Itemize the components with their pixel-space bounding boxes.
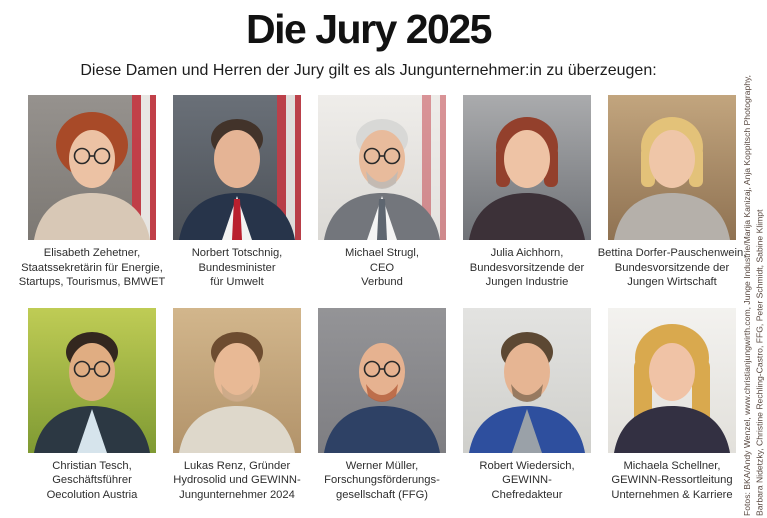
- caption-line: Norbert Totschnig,: [191, 247, 283, 259]
- page-title: Die Jury 2025: [246, 6, 492, 52]
- portrait-photo: [173, 95, 301, 240]
- caption-line: Lukas Renz, Gründer: [183, 459, 291, 472]
- jury-member-caption: Michael Strugl, CEO Verbund: [300, 246, 464, 290]
- portrait-photo: [28, 95, 156, 240]
- jury-member: Lukas Renz, Gründer Hydrosolid und GEWIN…: [173, 307, 301, 503]
- portrait-photo: [608, 307, 736, 453]
- jury-member-caption: Julia Aichhorn, Bundesvorsitzende der Ju…: [445, 246, 609, 290]
- caption-line: GEWINN-: [502, 474, 552, 487]
- jury-member-caption: Elisabeth Zehetner, Staatssekretärin für…: [10, 246, 174, 290]
- caption-line: Staatssekretärin für Energie,: [21, 261, 163, 274]
- person-silhouette: [608, 307, 736, 453]
- jury-member: Julia Aichhorn, Bundesvorsitzende der Ju…: [463, 95, 591, 290]
- photo-credits: Fotos: BKA/Andy Wenzel, www.christianjun…: [741, 6, 766, 516]
- person-silhouette: [318, 307, 446, 453]
- caption-line: Startups, Tourismus, BMWET: [18, 276, 166, 289]
- caption-line: Jungunternehmer 2024: [179, 488, 295, 501]
- jury-grid-row-2: Christian Tesch, Geschäftsführer Oecolut…: [0, 307, 767, 503]
- jury-grid-row-1: Elisabeth Zehetner, Staatssekretärin für…: [0, 95, 767, 290]
- caption-line: für Umwelt: [210, 276, 264, 289]
- person-silhouette: [173, 95, 301, 240]
- caption-line: Christian Tesch,: [52, 459, 132, 472]
- caption-line: Hydrosolid und GEWINN-: [173, 474, 301, 487]
- person-silhouette: [463, 307, 591, 453]
- caption-line: Julia Aichhorn,: [490, 247, 564, 259]
- jury-member-caption: Werner Müller, Forschungsförderungs- ges…: [300, 459, 464, 503]
- jury-member: Michael Strugl, CEO Verbund: [318, 95, 446, 290]
- person-silhouette: [28, 307, 156, 453]
- portrait-photo: [608, 95, 736, 240]
- jury-member: Norbert Totschnig, Bundesminister für Um…: [173, 95, 301, 290]
- caption-line: Forschungsförderungs-: [324, 474, 440, 487]
- portrait-photo: [173, 307, 301, 453]
- jury-member-caption: Michaela Schellner, GEWINN-Ressortleitun…: [590, 459, 754, 503]
- jury-member-caption: Robert Wiedersich, GEWINN- Chefredakteur: [445, 459, 609, 503]
- portrait-photo: [28, 307, 156, 453]
- subtitle: Diese Damen und Herren der Jury gilt es …: [80, 62, 657, 79]
- caption-line: Michaela Schellner,: [623, 459, 721, 472]
- jury-member-caption: Norbert Totschnig, Bundesminister für Um…: [155, 246, 319, 290]
- person-silhouette: [463, 95, 591, 240]
- jury-member-caption: Lukas Renz, Gründer Hydrosolid und GEWIN…: [155, 459, 319, 503]
- jury-member-caption: Bettina Dorfer-Pauschenwein, Bundesvorsi…: [590, 246, 754, 290]
- caption-line: Verbund: [361, 276, 403, 289]
- caption-line: Geschäftsführer: [52, 474, 132, 487]
- jury-member-caption: Christian Tesch, Geschäftsführer Oecolut…: [10, 459, 174, 503]
- jury-member: Werner Müller, Forschungsförderungs- ges…: [318, 307, 446, 503]
- caption-line: Jungen Wirtschaft: [627, 276, 717, 289]
- person-silhouette: [318, 95, 446, 240]
- jury-member: Michaela Schellner, GEWINN-Ressortleitun…: [608, 307, 736, 503]
- caption-line: Unternehmen & Karriere: [611, 488, 733, 501]
- person-silhouette: [28, 95, 156, 240]
- caption-line: Bundesvorsitzende der: [469, 261, 585, 274]
- jury-member: Bettina Dorfer-Pauschenwein, Bundesvorsi…: [598, 95, 746, 290]
- photo-credits-line: Fotos: BKA/Andy Wenzel, www.christianjun…: [742, 74, 752, 516]
- caption-line: GEWINN-Ressortleitung: [611, 474, 733, 487]
- jury-member: Robert Wiedersich, GEWINN- Chefredakteur: [463, 307, 591, 503]
- caption-line: CEO: [369, 261, 395, 274]
- person-silhouette: [608, 95, 736, 240]
- photo-credits-line: Barbara Nidetzky, Christine Rechling-Cas…: [754, 209, 765, 516]
- jury-member: Christian Tesch, Geschäftsführer Oecolut…: [28, 307, 156, 503]
- caption-line: Chefredakteur: [491, 488, 563, 501]
- caption-line: Bundesminister: [198, 261, 276, 274]
- caption-line: Michael Strugl,: [345, 247, 419, 259]
- caption-line: Robert Wiedersich,: [479, 459, 575, 472]
- jury-member: Elisabeth Zehetner, Staatssekretärin für…: [19, 95, 165, 290]
- caption-line: Jungen Industrie: [485, 276, 569, 289]
- caption-line: Elisabeth Zehetner,: [43, 247, 141, 259]
- caption-line: gesellschaft (FFG): [335, 488, 428, 501]
- portrait-photo: [318, 95, 446, 240]
- caption-line: Oecolution Austria: [46, 488, 138, 501]
- portrait-photo: [463, 307, 591, 453]
- caption-line: Bundesvorsitzende der: [614, 261, 730, 274]
- person-silhouette: [173, 307, 301, 453]
- caption-line: Bettina Dorfer-Pauschenwein,: [597, 247, 747, 259]
- caption-line: Werner Müller,: [345, 459, 419, 472]
- portrait-photo: [463, 95, 591, 240]
- portrait-photo: [318, 307, 446, 453]
